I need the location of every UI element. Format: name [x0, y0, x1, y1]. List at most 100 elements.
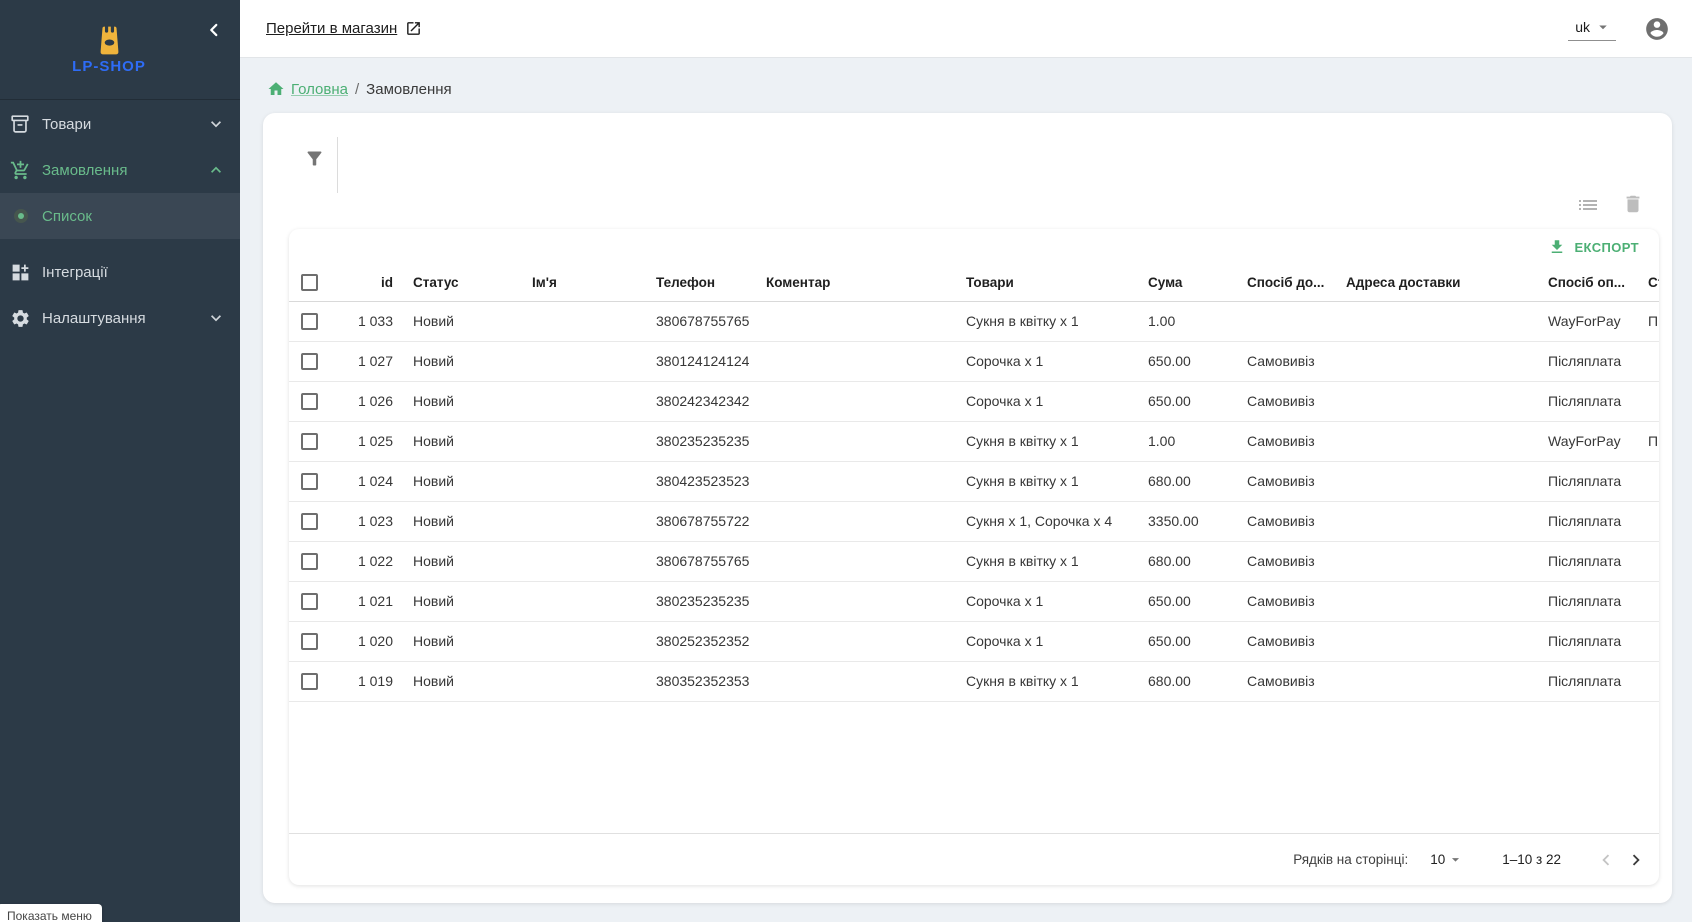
cell-payment: Післяплата — [1534, 501, 1634, 542]
header-status[interactable]: Статус — [399, 265, 518, 302]
export-label: ЕКСПОРТ — [1574, 239, 1639, 255]
row-checkbox[interactable] — [301, 512, 318, 530]
sidebar-item-label: Налаштування — [42, 309, 146, 327]
table-row[interactable]: 1 026 Новий 380242342342 Сорочка х 1 650.00 С… — [289, 381, 1659, 422]
table-row[interactable]: 1 033 Новий 380678755765 Сукня в квітку х 1… — [289, 301, 1659, 342]
cell-delivery: Самовивіз — [1233, 581, 1332, 622]
cell-delivery: Самовивіз — [1233, 461, 1332, 502]
cell-address — [1332, 381, 1534, 422]
orders-page-card: ЕКСПОРТ id Статус Ім'я Телефон Коментар … — [263, 113, 1672, 903]
cell-name — [518, 541, 642, 582]
sidebar-item-integrations[interactable]: Інтеграції — [0, 249, 240, 295]
cell-pstatus — [1634, 581, 1659, 622]
header-payment-status[interactable]: Ст — [1634, 265, 1659, 302]
table-row[interactable]: 1 022 Новий 380678755765 Сукня в квітку х 1… — [289, 541, 1659, 582]
header-sum[interactable]: Сума — [1134, 265, 1233, 302]
rows-per-page-select[interactable]: 10 — [1430, 851, 1464, 868]
delete-button[interactable] — [1622, 193, 1646, 217]
header-address[interactable]: Адреса доставки — [1332, 265, 1534, 302]
filter-button[interactable] — [297, 141, 331, 175]
show-menu-tooltip: Показать меню — [0, 904, 102, 922]
cell-phone: 380423523523 — [642, 461, 752, 502]
row-checkbox[interactable] — [301, 392, 318, 410]
row-checkbox[interactable] — [301, 552, 318, 570]
cell-name — [518, 621, 642, 662]
export-button[interactable]: ЕКСПОРТ — [1540, 234, 1647, 260]
row-checkbox[interactable] — [301, 312, 318, 330]
select-all-checkbox[interactable] — [301, 274, 318, 292]
cell-sum: 650.00 — [1134, 621, 1233, 662]
sidebar-item-settings[interactable]: Налаштування — [0, 295, 240, 341]
breadcrumb-home-label: Головна — [291, 80, 348, 98]
table-row[interactable]: 1 024 Новий 380423523523 Сукня в квітку х 1… — [289, 461, 1659, 502]
cell-comment — [752, 541, 952, 582]
go-to-store-link[interactable]: Перейти в магазин — [266, 20, 422, 37]
table-row[interactable]: 1 020 Новий 380252352352 Сорочка х 1 650.00 С… — [289, 621, 1659, 662]
cell-goods: Сорочка х 1 — [952, 341, 1134, 382]
filter-funnel-icon — [307, 151, 321, 165]
sidebar-item-label: Список — [42, 207, 92, 225]
header-payment[interactable]: Спосіб оп... — [1534, 265, 1634, 302]
cell-checkbox — [289, 581, 331, 622]
header-phone[interactable]: Телефон — [642, 265, 752, 302]
previous-page-button[interactable] — [1591, 845, 1621, 875]
row-checkbox[interactable] — [301, 472, 318, 490]
row-checkbox[interactable] — [301, 672, 318, 690]
sidebar-collapse-button[interactable] — [200, 16, 228, 44]
cell-sum: 680.00 — [1134, 661, 1233, 702]
cell-comment — [752, 501, 952, 542]
brand-name: LP-SHOP — [72, 57, 146, 75]
header-delivery[interactable]: Спосіб до... — [1233, 265, 1332, 302]
table-row[interactable]: 1 023 Новий 380678755722 Сукня х 1, Сорочка… — [289, 501, 1659, 542]
table-row[interactable]: 1 019 Новий 380352352353 Сукня в квітку х 1… — [289, 661, 1659, 702]
cell-id: 1 024 — [331, 461, 399, 502]
cell-phone: 380242342342 — [642, 381, 752, 422]
row-checkbox[interactable] — [301, 632, 318, 650]
breadcrumb-home-link[interactable]: Головна — [267, 80, 348, 98]
header-comment[interactable]: Коментар — [752, 265, 952, 302]
row-checkbox[interactable] — [301, 592, 318, 610]
next-page-button[interactable] — [1621, 845, 1651, 875]
breadcrumb: Головна / Замовлення — [267, 79, 452, 99]
cell-id: 1 019 — [331, 661, 399, 702]
add-cart-icon — [8, 160, 32, 181]
header-name[interactable]: Ім'я — [518, 265, 642, 302]
cell-comment — [752, 461, 952, 502]
table-row[interactable]: 1 025 Новий 380235235235 Сукня в квітку х 1… — [289, 421, 1659, 462]
columns-config-button[interactable] — [1576, 193, 1600, 217]
cell-pstatus: Пі — [1634, 301, 1659, 342]
sidebar-item-orders[interactable]: Замовлення — [0, 147, 240, 193]
chevron-right-icon — [1632, 854, 1640, 865]
chevron-left-icon — [1602, 854, 1610, 865]
gear-icon — [8, 308, 32, 329]
table-row[interactable]: 1 027 Новий 380124124124 Сорочка х 1 650.00 С… — [289, 341, 1659, 382]
header-id[interactable]: id — [331, 265, 399, 302]
divider — [337, 137, 338, 193]
cell-sum: 650.00 — [1134, 581, 1233, 622]
cell-payment: Післяплата — [1534, 661, 1634, 702]
cell-goods: Сукня в квітку х 1 — [952, 301, 1134, 342]
table-row[interactable]: 1 021 Новий 380235235235 Сорочка х 1 650.00 С… — [289, 581, 1659, 622]
cell-payment: Післяплата — [1534, 341, 1634, 382]
cell-checkbox — [289, 501, 331, 542]
cell-sum: 650.00 — [1134, 381, 1233, 422]
header-goods[interactable]: Товари — [952, 265, 1134, 302]
cell-id: 1 033 — [331, 301, 399, 342]
table-empty-space — [289, 702, 1659, 834]
user-avatar[interactable] — [1644, 16, 1670, 42]
cell-payment: Післяплата — [1534, 621, 1634, 662]
sidebar-item-label: Інтеграції — [42, 263, 108, 281]
cell-pstatus — [1634, 501, 1659, 542]
cell-address — [1332, 581, 1534, 622]
chevron-down-icon — [211, 121, 221, 128]
cell-sum: 680.00 — [1134, 541, 1233, 582]
sidebar-item-products[interactable]: Товари — [0, 101, 240, 147]
rows-per-page-value: 10 — [1430, 852, 1446, 867]
row-checkbox[interactable] — [301, 352, 318, 370]
sidebar-item-label: Товари — [42, 115, 92, 133]
cell-goods: Сукня в квітку х 1 — [952, 461, 1134, 502]
sidebar-item-orders-list[interactable]: Список — [0, 193, 240, 239]
cell-status: Новий — [399, 621, 518, 662]
language-select[interactable]: uk — [1565, 16, 1618, 41]
row-checkbox[interactable] — [301, 432, 318, 450]
